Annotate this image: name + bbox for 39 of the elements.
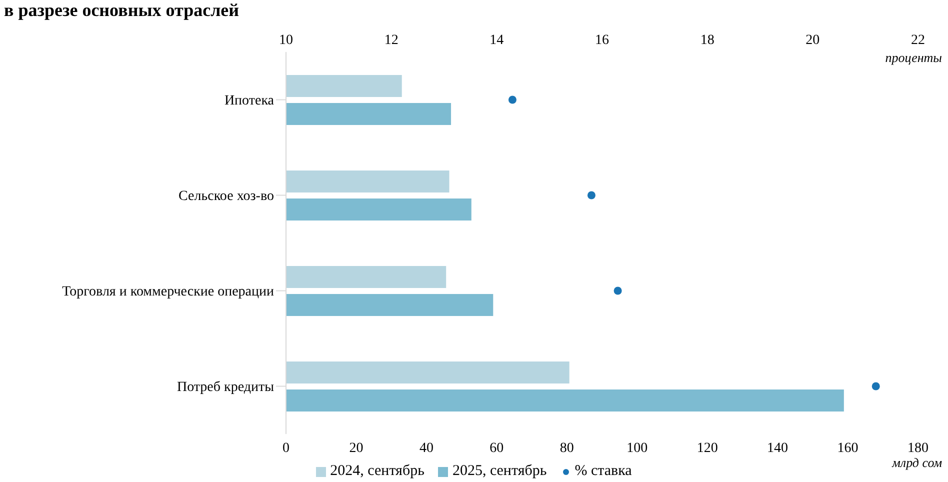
y-tick-label: Ипотека [224, 94, 275, 109]
x-tick-label: 180 [908, 440, 928, 456]
text: в разрезе основных отраслей [4, 0, 240, 21]
y-tick-label: Потреб кредиты [176, 380, 275, 396]
point [508, 96, 516, 104]
legend-label: % ставка [574, 463, 632, 480]
point [587, 191, 596, 200]
x-tick-label: 100 [626, 440, 648, 456]
x2-tick-label: 10 [279, 33, 293, 48]
bar [286, 390, 844, 412]
point [872, 382, 880, 390]
legend-label: 2024, сентябрь [329, 463, 424, 480]
x2-tick-label: 20 [806, 33, 820, 48]
x-tick-label: 120 [696, 440, 718, 456]
x2-tick-label: 12 [384, 33, 398, 48]
y-tick-label: Торговля и коммерческие операции [62, 284, 274, 300]
x-tick-label: 40 [419, 440, 434, 456]
bar [286, 266, 446, 288]
x2-tick-label: 14 [490, 33, 504, 48]
y-tick-label: Сельское хоз-во [178, 189, 274, 204]
x2-tick-label: 16 [595, 33, 609, 48]
x2-axis-title: проценты [885, 50, 942, 66]
x-tick-label: 80 [560, 440, 574, 456]
x2-tick-label: 18 [700, 33, 714, 48]
x-tick-label: 0 [282, 440, 290, 456]
bar [286, 103, 452, 125]
x-tick-label: 60 [490, 440, 504, 456]
bar [286, 294, 494, 316]
x-axis-title: млрд сом [892, 455, 942, 471]
bar [286, 170, 450, 192]
x2-tick-label: 22 [911, 33, 925, 48]
bar [286, 75, 402, 97]
point [614, 286, 622, 295]
bar [286, 198, 472, 220]
legend-label: 2025, сентябрь [451, 463, 547, 480]
x-tick-label: 20 [349, 440, 364, 456]
bar [286, 362, 570, 384]
x-tick-label: 140 [767, 440, 788, 456]
x-tick-label: 160 [837, 440, 858, 456]
